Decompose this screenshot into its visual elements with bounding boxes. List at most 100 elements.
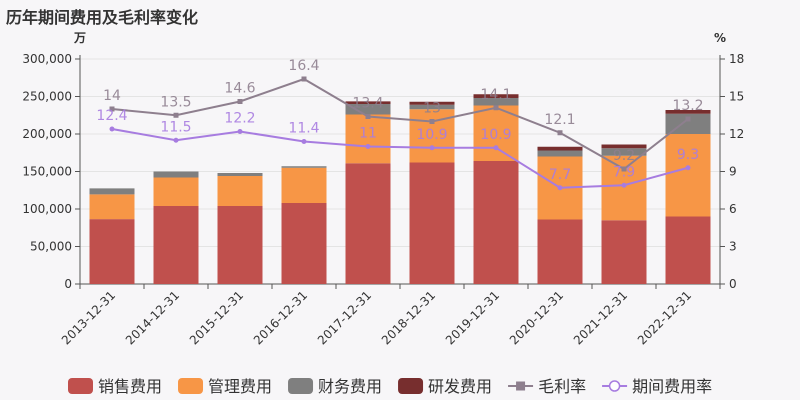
x-tick-label: 2017-12-31	[315, 288, 374, 347]
line-data-label: 14.1	[480, 87, 511, 103]
line-series-2[interactable]	[111, 128, 689, 189]
y-right-tick-label: 18	[729, 52, 744, 66]
bar-2-segment[interactable]	[217, 176, 263, 206]
line-data-label: 16.4	[288, 58, 319, 74]
line-point-marker[interactable]	[685, 116, 691, 122]
line-point-marker[interactable]	[621, 166, 627, 172]
y-right-tick-label: 6	[729, 202, 737, 216]
line-point-marker[interactable]	[237, 129, 243, 134]
y-right-unit-label: %	[714, 31, 726, 45]
y-left-tick-label: 150,000	[22, 165, 72, 179]
line-point-marker[interactable]	[429, 119, 435, 124]
x-tick-label: 2022-12-31	[635, 288, 694, 347]
line-point-marker[interactable]	[365, 114, 371, 119]
line-data-label: 11.5	[160, 119, 191, 135]
bar-4-segment[interactable]	[537, 146, 583, 151]
bar-2-segment[interactable]	[153, 177, 199, 207]
legend-swatch[interactable]	[398, 378, 424, 394]
line-point-marker[interactable]	[557, 185, 563, 191]
line-data-label: 13.4	[352, 96, 383, 112]
y-left-unit-label: 万	[73, 31, 86, 45]
bar-1-segment[interactable]	[473, 161, 519, 284]
bar-1-segment[interactable]	[601, 220, 647, 284]
legend-label: 毛利率	[538, 377, 586, 396]
bar-3-segment[interactable]	[409, 104, 455, 110]
line-data-label: 9.3	[677, 147, 699, 163]
line-point-marker[interactable]	[109, 106, 115, 112]
bar-1-segment[interactable]	[89, 219, 135, 284]
line-point-marker[interactable]	[301, 139, 307, 144]
legend-swatch[interactable]	[288, 378, 314, 394]
line-data-label: 11.4	[288, 121, 319, 137]
bar-4-segment[interactable]	[665, 110, 711, 114]
x-tick-label: 2019-12-31	[443, 288, 502, 347]
line-data-label: 7.9	[613, 164, 635, 180]
bar-3-segment[interactable]	[473, 98, 519, 106]
line-data-label: 13	[423, 101, 441, 117]
bar-3-segment[interactable]	[601, 148, 647, 156]
line-data-label: 10.9	[416, 127, 447, 143]
legend-label: 研发费用	[428, 377, 492, 396]
bar-1-segment[interactable]	[665, 216, 711, 285]
bar-4-segment[interactable]	[601, 144, 647, 149]
bar-1-segment[interactable]	[537, 219, 583, 285]
bar-2-segment[interactable]	[345, 114, 391, 164]
bar-3-segment[interactable]	[537, 150, 583, 157]
line-point-marker[interactable]	[173, 137, 179, 143]
bar-2-segment[interactable]	[89, 194, 135, 220]
bar-1-segment[interactable]	[153, 206, 199, 284]
bar-1-segment[interactable]	[217, 206, 263, 284]
x-tick-label: 2018-12-31	[379, 288, 438, 347]
line-point-marker[interactable]	[621, 182, 627, 188]
line-point-marker[interactable]	[493, 145, 499, 151]
legend-label: 管理费用	[208, 377, 272, 396]
legend-marker[interactable]	[608, 380, 621, 392]
chart-title: 历年期间费用及毛利率变化	[6, 8, 199, 27]
line-point-marker[interactable]	[237, 99, 243, 104]
line-data-label: 13.5	[160, 94, 191, 110]
legend-label: 销售费用	[98, 377, 162, 396]
bar-3-segment[interactable]	[345, 104, 391, 115]
line-point-marker[interactable]	[493, 105, 499, 111]
bar-2-segment[interactable]	[665, 134, 711, 217]
bar-3-segment[interactable]	[217, 173, 263, 176]
legend-label: 财务费用	[318, 377, 382, 396]
bar-3-segment[interactable]	[153, 171, 199, 178]
line-data-label: 9.2	[613, 148, 635, 164]
x-tick-label: 2021-12-31	[571, 288, 630, 347]
bar-3-segment[interactable]	[89, 188, 135, 195]
legend-marker[interactable]	[516, 381, 526, 391]
line-data-label: 7.7	[549, 167, 571, 183]
line-data-label: 12.2	[224, 111, 255, 127]
line-series-1[interactable]	[111, 77, 689, 171]
bar-2-segment[interactable]	[473, 105, 519, 162]
line-point-marker[interactable]	[685, 165, 691, 171]
line-point-marker[interactable]	[429, 145, 435, 151]
line-point-marker[interactable]	[301, 76, 307, 82]
y-right-tick-label: 3	[729, 240, 737, 254]
bar-1-segment[interactable]	[281, 203, 327, 284]
bar-3-segment[interactable]	[281, 166, 327, 168]
bar-1-segment[interactable]	[409, 162, 455, 285]
y-left-tick-label: 0	[64, 277, 72, 291]
line-point-marker[interactable]	[109, 126, 115, 132]
y-right-tick-label: 9	[729, 165, 737, 179]
bar-1-segment[interactable]	[345, 163, 391, 284]
x-tick-label: 2013-12-31	[59, 288, 118, 347]
line-point-marker[interactable]	[365, 144, 371, 149]
y-right-tick-label: 12	[729, 127, 744, 141]
bar-4-segment[interactable]	[409, 101, 455, 105]
x-tick-label: 2015-12-31	[187, 288, 246, 347]
line-point-marker[interactable]	[173, 112, 179, 118]
x-tick-label: 2016-12-31	[251, 288, 310, 347]
line-data-label: 13.2	[672, 98, 703, 114]
bar-4-segment[interactable]	[345, 101, 391, 104]
y-right-tick-label: 0	[729, 277, 737, 291]
legend-swatch[interactable]	[68, 378, 93, 394]
bar-2-segment[interactable]	[281, 167, 327, 203]
bar-4-segment[interactable]	[473, 94, 519, 98]
y-left-tick-label: 50,000	[30, 240, 72, 254]
line-data-label: 10.9	[480, 127, 511, 143]
legend-swatch[interactable]	[178, 378, 204, 394]
line-point-marker[interactable]	[557, 130, 563, 136]
